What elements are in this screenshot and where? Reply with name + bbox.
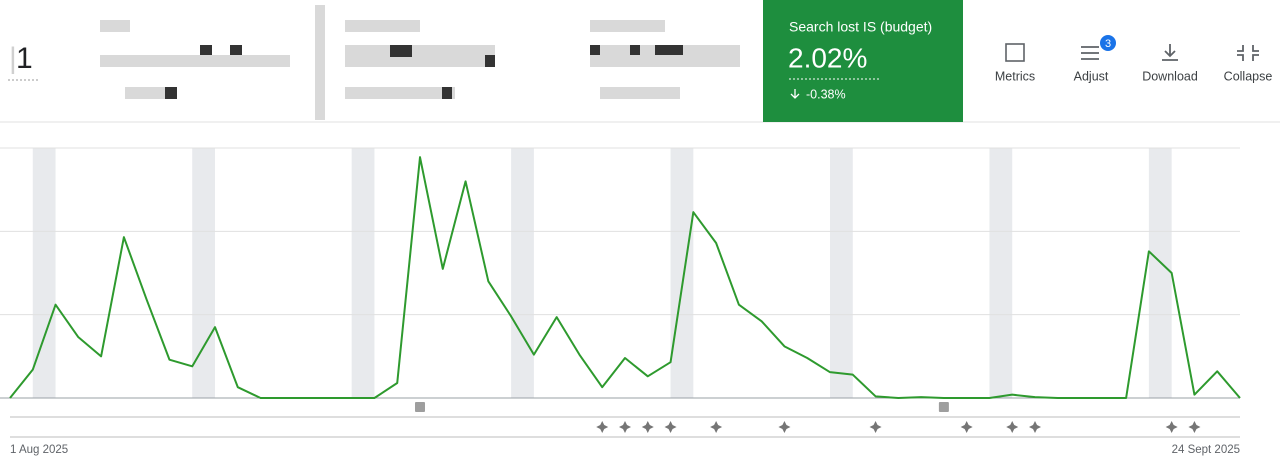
weekend-band [1148, 148, 1172, 398]
adjust-icon [1081, 46, 1099, 60]
annotation-marker [938, 402, 949, 412]
weekend-band [830, 148, 853, 398]
adjust-button[interactable]: 3 Adjust [1074, 35, 1116, 83]
change-icon [960, 421, 973, 433]
weekend-band [989, 148, 1013, 398]
collapse-icon [1237, 45, 1259, 61]
partial-value: 1 [16, 42, 33, 75]
annotation-marker [415, 402, 425, 412]
change-icon [1029, 421, 1041, 433]
collapse-button[interactable]: Collapse [1224, 45, 1273, 83]
change-icon [619, 421, 631, 433]
scorecard-bg [763, 0, 963, 122]
change-icon [1188, 421, 1201, 433]
scorecard-title: Search lost IS (budget) [789, 19, 932, 35]
change-icon [778, 421, 791, 433]
redacted-dark-blocks [165, 45, 683, 99]
adjust-badge-count: 3 [1105, 38, 1111, 50]
partial-digit-faded: | [9, 42, 17, 75]
download-icon [1162, 44, 1178, 61]
weekend-band [670, 148, 694, 398]
down-arrow [790, 89, 800, 99]
scorecard-change: -0.38% [806, 87, 846, 101]
redacted-blocks [100, 5, 740, 120]
collapse-label: Collapse [1224, 69, 1273, 83]
metrics-label: Metrics [995, 69, 1035, 83]
download-button[interactable]: Download [1142, 44, 1198, 83]
plot: 1 Aug 2025 24 Sept 2025 [0, 147, 1241, 456]
change-icon [869, 421, 882, 433]
scorecard[interactable]: Search lost IS (budget) 2.02% -0.38% [763, 0, 963, 122]
scorecard-value: 2.02% [788, 42, 867, 73]
metrics-icon [1005, 43, 1025, 62]
change-icon [664, 421, 677, 433]
change-icon [710, 421, 723, 433]
x-tick-label: 24 Sept 2025 [1172, 444, 1240, 456]
metrics-button[interactable]: Metrics [995, 43, 1035, 83]
weekend-band [511, 148, 534, 398]
weekend-band [32, 148, 56, 398]
change-icon [1165, 421, 1178, 433]
weekend-band [351, 148, 375, 398]
data-line [9, 156, 1241, 399]
adjust-label: Adjust [1074, 69, 1109, 83]
change-icon [1006, 421, 1019, 433]
change-icon [596, 421, 609, 433]
adjust-badge [1100, 35, 1116, 51]
download-label: Download [1142, 69, 1198, 83]
change-icon [641, 421, 654, 433]
x-tick-label: 1 Aug 2025 [10, 444, 68, 456]
